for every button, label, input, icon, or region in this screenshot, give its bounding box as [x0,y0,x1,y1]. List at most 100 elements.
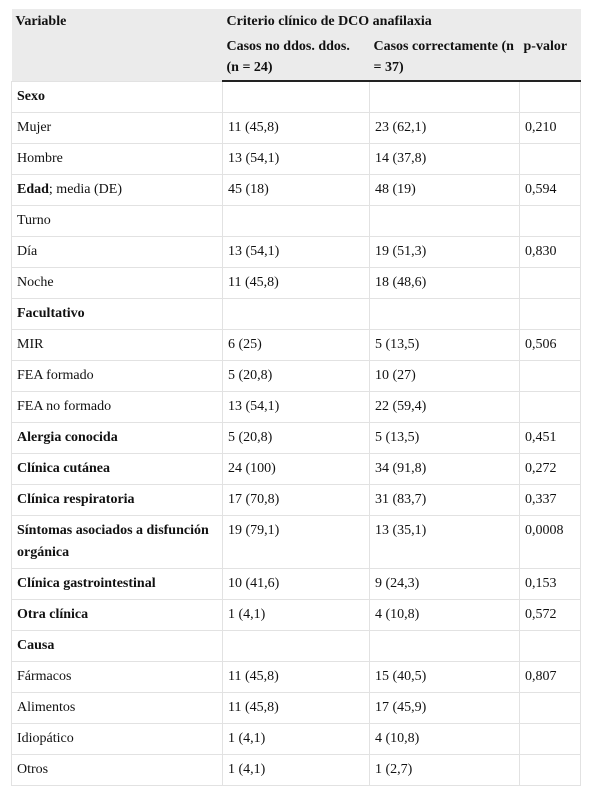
cell: 0,210 [518,112,582,144]
table-row: Clínica gastrointestinal 10 (41,6) 9 (24,3… [11,568,582,600]
table-row: Fármacos 11 (45,8) 15 (40,5) 0,807 [11,661,582,693]
label-part: ; media (DE) [48,182,123,197]
cell: 31 (83,7) [369,484,520,516]
data-table: Variable Criterio clínico de DCO anafila… [11,9,582,786]
label-part: Mujer [17,120,52,135]
row-label: Sexo [11,80,223,113]
cell [222,205,370,237]
header-cell: Casos correctamente (n = 37) [369,34,520,82]
row-label: Alergia conocida [11,422,223,454]
cell: 13 (54,1) [222,236,370,268]
cell: 11 (45,8) [222,112,370,144]
cell [518,391,582,423]
cell: 11 (45,8) [222,267,370,299]
cell: 19 (79,1) [222,515,370,569]
cell: 0,807 [518,661,582,693]
label-part: Otra clínica [17,607,89,622]
cell: 13 (35,1) [369,515,520,569]
table-row: Alimentos 11 (45,8) 17 (45,9) [11,692,582,724]
table-row: Turno [11,205,582,237]
cell: 1 (4,1) [222,723,370,755]
table-row: Clínica cutánea 24 (100) 34 (91,8) 0,272 [11,453,582,485]
header-cell: Casos no ddos. ddos. (n = 24) [222,34,370,82]
label-part: Idiopático [17,731,74,746]
row-label: Otros [11,754,223,786]
table-row: FEA formado 5 (20,8) 10 (27) [11,360,582,392]
cell: 15 (40,5) [369,661,520,693]
row-label: Facultativo [11,298,223,330]
cell: 17 (45,9) [369,692,520,724]
cell: 1 (4,1) [222,754,370,786]
table-row: MIR 6 (25) 5 (13,5) 0,506 [11,329,582,361]
cell [518,205,582,237]
cell: 1 (4,1) [222,599,370,631]
table-row: Día 13 (54,1) 19 (51,3) 0,830 [11,236,582,268]
cell: 11 (45,8) [222,661,370,693]
label-part: MIR [17,337,44,352]
label-part: Clínica cutánea [17,461,110,476]
cell [369,630,520,662]
table-row: FEA no formado 13 (54,1) 22 (59,4) [11,391,582,423]
cell: 5 (20,8) [222,422,370,454]
label-part: Fármacos [17,669,72,684]
cell: 4 (10,8) [369,723,520,755]
cell: 0,451 [518,422,582,454]
table-row: Edad; media (DE) 45 (18) 48 (19) 0,594 [11,174,582,206]
table-row: Otros 1 (4,1) 1 (2,7) [11,754,582,786]
cell: 5 (20,8) [222,360,370,392]
label-part: Sexo [17,88,45,104]
row-label: Noche [11,267,223,299]
cell: 34 (91,8) [369,453,520,485]
row-label: Mujer [11,112,223,144]
cell [518,630,582,662]
cell [518,267,582,299]
table-row: Mujer 11 (45,8) 23 (62,1) 0,210 [11,112,582,144]
label-part: Otros [17,762,49,777]
cell: 11 (45,8) [222,692,370,724]
label-part: FEA no formado [17,399,112,414]
cell [518,143,582,175]
table-row: Hombre 13 (54,1) 14 (37,8) [11,143,582,175]
row-label: Causa [11,630,223,662]
cell: 0,337 [518,484,582,516]
label-part: Síntomas asociados a disfunción orgánica [17,523,209,560]
table-row: Clínica respiratoria 17 (70,8) 31 (83,7) 0,… [11,484,582,516]
row-label: Otra clínica [11,599,223,631]
cell: 0,0008 [518,515,582,569]
cell: 14 (37,8) [369,143,520,175]
label-part: Clínica respiratoria [17,492,135,507]
row-label: Idiopático [11,723,223,755]
row-label: Fármacos [11,661,223,693]
label-part: Alergia conocida [17,430,118,445]
row-label: Síntomas asociados a disfunción orgánica [11,515,223,569]
label-part: Noche [17,275,54,290]
cell: 6 (25) [222,329,370,361]
label-part: Clínica gastrointestinal [17,576,156,591]
label-part: Alimentos [17,700,76,715]
label-part: Edad [17,182,49,197]
cell: 0,830 [518,236,582,268]
cell: 22 (59,4) [369,391,520,423]
table-row: Síntomas asociados a disfunción orgánica… [11,515,582,569]
row-label: FEA no formado [11,391,223,423]
label-part: Turno [17,213,51,228]
cell: 13 (54,1) [222,391,370,423]
label-part: Facultativo [17,306,85,321]
table-body: Sexo Mujer 11 (45,8) 23 (62,1) 0,210 Hombre 13… [11,80,582,786]
row-label: Alimentos [11,692,223,724]
cell: 0,572 [518,599,582,631]
label-part: Causa [17,638,55,653]
row-label: Hombre [11,143,223,175]
cell: 1 (2,7) [369,754,520,786]
cell [222,298,370,330]
cell: 10 (27) [369,360,520,392]
cell [518,692,582,724]
cell: 4 (10,8) [369,599,520,631]
table-row: Causa [11,630,582,662]
cell [369,205,520,237]
row-label: Día [11,236,223,268]
cell [369,298,520,330]
cell [222,80,370,113]
cell: 0,272 [518,453,582,485]
